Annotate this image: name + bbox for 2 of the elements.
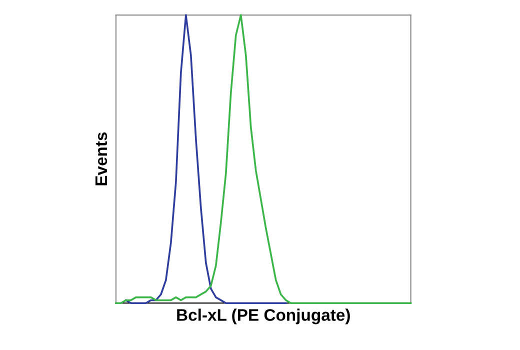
x-axis-title: Bcl-xL (PE Conjugate)	[177, 308, 350, 324]
y-axis-title: Events	[95, 132, 108, 186]
